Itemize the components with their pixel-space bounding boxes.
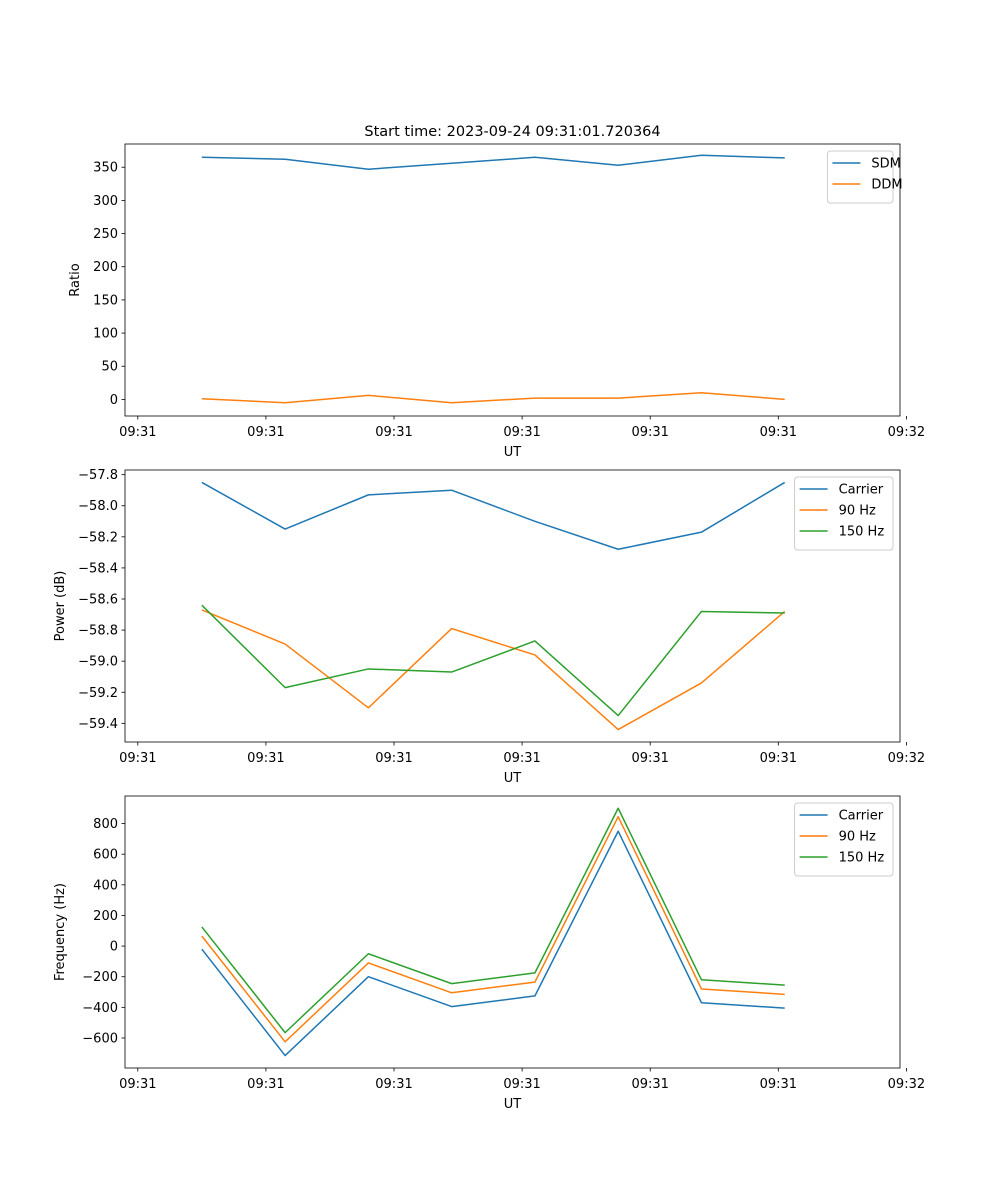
x-tick-label: 09:31: [119, 751, 156, 766]
legend-label: SDM: [871, 157, 900, 172]
x-tick-label: 09:31: [760, 1077, 797, 1092]
x-tick-label: 09:31: [375, 751, 412, 766]
figure-title: Start time: 2023-09-24 09:31:01.720364: [364, 124, 660, 140]
x-tick-label: 09:31: [503, 425, 540, 440]
x-axis-label: UT: [504, 771, 522, 786]
x-tick-label: 09:31: [631, 751, 668, 766]
legend: Carrier 90 Hz 150 Hz: [794, 802, 894, 877]
axes-frame: [124, 795, 901, 1069]
series-lines: [201, 481, 786, 731]
series-line-carrier: [201, 830, 785, 1057]
y-tick-label: 350: [93, 161, 118, 176]
y-tick-label: −200: [82, 970, 118, 985]
y-tick-label: −59.2: [78, 686, 118, 701]
series-line-150-hz: [201, 604, 785, 717]
series-lines: [201, 807, 785, 1057]
x-tick-label: 09:31: [119, 425, 156, 440]
legend: SDM DDM: [826, 150, 903, 204]
series-line-ddm: [201, 392, 785, 404]
legend: Carrier 90 Hz 150 Hz: [794, 476, 894, 551]
series-line-carrier: [201, 481, 786, 551]
series-line-sdm: [201, 154, 785, 170]
x-tick-label: 09:32: [888, 751, 925, 766]
axes-frame: [124, 143, 901, 417]
legend-label: 90 Hz: [839, 830, 876, 845]
y-tick-label: −58.6: [78, 593, 118, 608]
x-tick-label: 09:31: [503, 1077, 540, 1092]
y-tick-label: 250: [93, 227, 118, 242]
y-axis-label: Ratio: [68, 263, 83, 296]
x-tick-label: 09:31: [503, 751, 540, 766]
x-tick-label: 09:31: [760, 425, 797, 440]
x-tick-label: 09:31: [247, 1077, 284, 1092]
y-tick-label: −600: [82, 1031, 118, 1046]
chart-panel-2: 09:31 09:31 09:31 09:31 09:31 09:31 09:32 −59.4…: [53, 468, 925, 786]
y-tick-label: 200: [93, 260, 118, 275]
y-tick-label: −57.8: [78, 468, 118, 483]
x-tick-label: 09:31: [247, 425, 284, 440]
y-tick-label: 0: [110, 940, 118, 955]
y-tick-label: −58.2: [78, 530, 118, 545]
y-axis-label: Power (dB): [53, 571, 68, 642]
y-tick-label: −58.0: [78, 499, 118, 514]
x-tick-label: 09:32: [888, 1077, 925, 1092]
x-tick-label: 09:31: [631, 425, 668, 440]
y-tick-label: −59.0: [78, 655, 118, 670]
y-tick-label: 150: [93, 293, 118, 308]
y-tick-label: −58.8: [78, 624, 118, 639]
x-tick-label: 09:31: [375, 425, 412, 440]
y-tick-label: 50: [101, 360, 118, 375]
series-line-90-hz: [201, 609, 786, 731]
chart-panel-1: 09:31 09:31 09:31 09:31 09:31 09:31 09:32 0 50 10…: [68, 143, 925, 460]
legend-label: Carrier: [839, 483, 884, 498]
series-line-150-hz: [201, 807, 785, 1034]
x-tick-label: 09:31: [247, 751, 284, 766]
y-axis-label: Frequency (Hz): [53, 883, 68, 981]
x-tick-label: 09:31: [760, 751, 797, 766]
x-tick-label: 09:31: [375, 1077, 412, 1092]
series-line-90-hz: [201, 815, 785, 1043]
y-tick-label: 300: [93, 194, 118, 209]
legend-label: 150 Hz: [839, 851, 885, 866]
axes-frame: [124, 469, 901, 743]
legend-label: 150 Hz: [839, 525, 885, 540]
x-tick-label: 09:32: [888, 425, 925, 440]
y-tick-label: 100: [93, 327, 118, 342]
x-tick-label: 09:31: [119, 1077, 156, 1092]
series-lines: [201, 154, 785, 404]
legend-box: [826, 150, 894, 204]
y-tick-label: 0: [110, 393, 118, 408]
x-tick-label: 09:31: [631, 1077, 668, 1092]
y-tick-label: 600: [93, 848, 118, 863]
y-tick-label: 800: [93, 817, 118, 832]
x-axis-label: UT: [504, 445, 522, 460]
y-tick-label: −400: [82, 1001, 118, 1016]
legend-label: Carrier: [839, 809, 884, 824]
y-tick-label: 400: [93, 878, 118, 893]
y-tick-label: −58.4: [78, 561, 118, 576]
x-axis-label: UT: [504, 1097, 522, 1112]
chart-panel-3: 09:31 09:31 09:31 09:31 09:31 09:31 09:32 −600 −…: [53, 795, 925, 1112]
legend-label: 90 Hz: [839, 504, 876, 519]
legend-label: DDM: [871, 178, 902, 193]
y-tick-label: −59.4: [78, 717, 118, 732]
y-tick-label: 200: [93, 909, 118, 924]
